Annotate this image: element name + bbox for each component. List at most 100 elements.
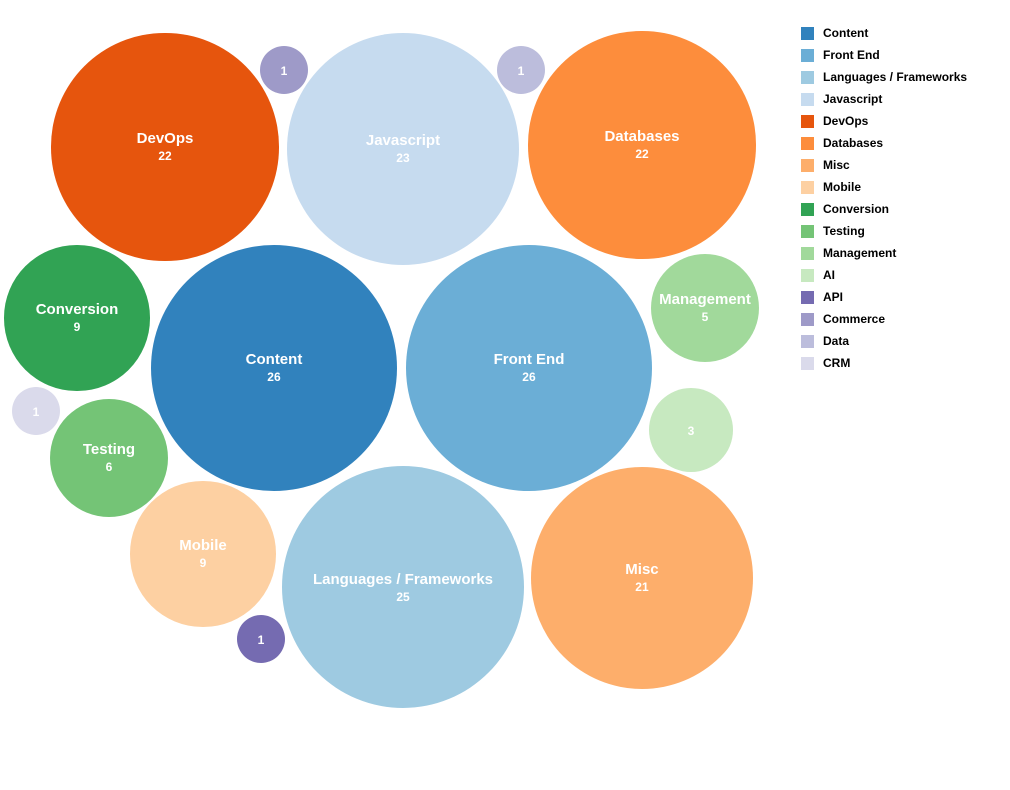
bubble-value: 21 <box>635 580 649 595</box>
bubble-text: Javascript 23 <box>366 132 440 165</box>
bubble-label: Management <box>659 291 751 309</box>
bubble-front-end[interactable]: Front End 26 <box>405 244 653 492</box>
legend-item-api: API <box>801 291 967 304</box>
legend-label: Mobile <box>823 180 861 194</box>
legend-item-data: Data <box>801 335 967 348</box>
bubble-data[interactable]: 1 <box>496 45 546 95</box>
bubble-text: DevOps 22 <box>137 130 194 163</box>
bubble-commerce[interactable]: 1 <box>259 45 309 95</box>
bubble-conversion[interactable]: Conversion 9 <box>4 245 150 391</box>
legend-label: AI <box>823 268 835 282</box>
legend-swatch <box>801 269 814 282</box>
legend-swatch <box>801 93 814 106</box>
bubble-value: 5 <box>701 310 709 325</box>
legend-item-languages-frameworks: Languages / Frameworks <box>801 71 967 84</box>
bubble-label: Mobile <box>179 537 227 555</box>
bubble-languages-frameworks[interactable]: Languages / Frameworks 25 <box>282 466 524 708</box>
bubble-value: 1 <box>517 63 525 78</box>
bubble-text: Testing 6 <box>83 441 135 474</box>
bubble-text: 1 <box>258 631 265 647</box>
bubble-ai[interactable]: 3 <box>649 388 733 472</box>
bubble-databases[interactable]: Databases 22 <box>528 31 756 259</box>
bubble-text: Content 26 <box>246 351 303 384</box>
legend-swatch <box>801 291 814 304</box>
bubble-misc[interactable]: Misc 21 <box>531 467 753 689</box>
bubble-devops[interactable]: DevOps 22 <box>51 33 279 261</box>
legend-label: CRM <box>823 356 851 370</box>
bubble-text: Misc 21 <box>625 561 658 594</box>
bubble-mobile[interactable]: Mobile 9 <box>130 481 276 627</box>
bubble-value: 26 <box>267 370 281 385</box>
legend-swatch <box>801 181 814 194</box>
legend-swatch <box>801 225 814 238</box>
bubble-label: Misc <box>625 561 659 579</box>
bubble-value: 22 <box>158 149 172 164</box>
legend-item-javascript: Javascript <box>801 93 967 106</box>
legend-item-content: Content <box>801 27 967 40</box>
bubble-content[interactable]: Content 26 <box>150 244 398 492</box>
legend-item-devops: DevOps <box>801 115 967 128</box>
bubble-label: Languages / Frameworks <box>312 570 494 588</box>
legend-swatch <box>801 115 814 128</box>
bubble-value: 1 <box>257 632 265 647</box>
legend-label: Misc <box>823 158 850 172</box>
bubble-text: Mobile 9 <box>179 537 227 570</box>
legend-label: Javascript <box>823 92 883 106</box>
legend-label: DevOps <box>823 114 869 128</box>
legend-item-crm: CRM <box>801 357 967 370</box>
bubble-label: DevOps <box>136 130 194 148</box>
legend-item-front-end: Front End <box>801 49 967 62</box>
legend-swatch <box>801 137 814 150</box>
bubble-api[interactable]: 1 <box>236 614 286 664</box>
bubble-text: 1 <box>281 62 288 78</box>
bubble-text: Languages / Frameworks 25 <box>313 571 493 604</box>
legend-swatch <box>801 247 814 260</box>
bubble-management[interactable]: Management 5 <box>650 253 760 363</box>
bubble-value: 9 <box>199 556 207 571</box>
bubble-value: 1 <box>32 404 40 419</box>
bubble-crm[interactable]: 1 <box>11 386 61 436</box>
bubble-value: 6 <box>105 460 113 475</box>
bubble-label: Content <box>245 351 303 369</box>
bubble-value: 25 <box>396 589 410 604</box>
legend-item-misc: Misc <box>801 159 967 172</box>
bubble-text: Databases 22 <box>604 128 679 161</box>
legend-swatch <box>801 71 814 84</box>
legend-label: API <box>823 290 844 304</box>
bubble-text: Management 5 <box>659 291 751 324</box>
legend-swatch <box>801 159 814 172</box>
bubble-value: 3 <box>687 423 695 438</box>
legend-label: Data <box>823 334 850 348</box>
legend-swatch <box>801 357 814 370</box>
bubble-label: Databases <box>604 128 680 146</box>
legend-item-databases: Databases <box>801 137 967 150</box>
legend-item-conversion: Conversion <box>801 203 967 216</box>
legend-item-ai: AI <box>801 269 967 282</box>
legend-swatch <box>801 335 814 348</box>
legend-item-mobile: Mobile <box>801 181 967 194</box>
legend: Content Front End Languages / Frameworks Ja… <box>801 27 967 379</box>
legend-label: Languages / Frameworks <box>823 70 968 84</box>
bubble-text: 1 <box>518 62 525 78</box>
legend-label: Content <box>823 26 869 40</box>
bubble-value: 23 <box>396 151 410 166</box>
bubble-text: 3 <box>688 422 695 438</box>
bubble-javascript[interactable]: Javascript 23 <box>286 32 520 266</box>
bubble-text: Conversion 9 <box>36 301 119 334</box>
bubble-label: Javascript <box>365 132 441 150</box>
legend-label: Conversion <box>823 202 890 216</box>
bubble-value: 1 <box>280 63 288 78</box>
legend-swatch <box>801 49 814 62</box>
legend-swatch <box>801 203 814 216</box>
legend-label: Testing <box>823 224 865 238</box>
bubble-chart: DevOps 22 1 Javascript 23 1 Databases 22 Convers… <box>4 31 760 708</box>
legend-label: Front End <box>823 48 880 62</box>
legend-item-commerce: Commerce <box>801 313 967 326</box>
legend-item-testing: Testing <box>801 225 967 238</box>
bubble-label: Front End <box>493 351 565 369</box>
bubble-label: Conversion <box>35 301 119 319</box>
bubble-testing[interactable]: Testing 6 <box>49 398 169 518</box>
bubble-text: Front End 26 <box>494 351 565 384</box>
bubble-value: 22 <box>635 147 649 162</box>
